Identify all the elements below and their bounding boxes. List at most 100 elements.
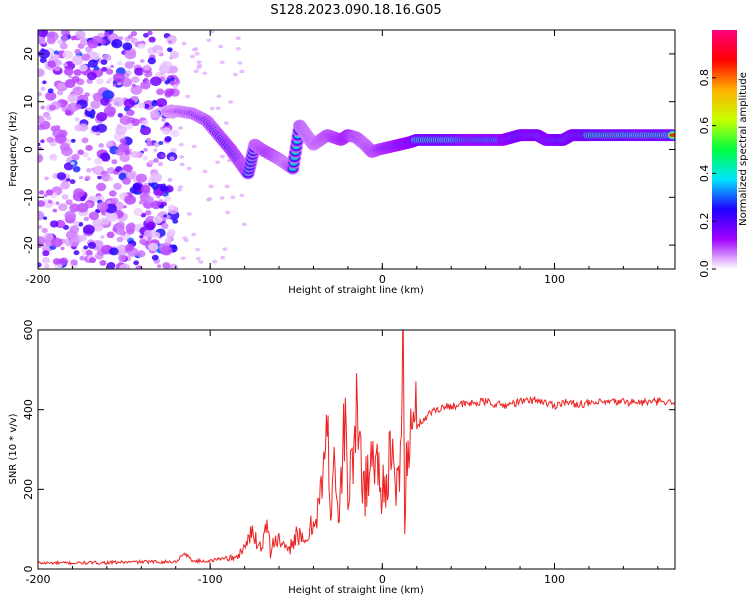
spectrogram-noise-blob [50, 138, 55, 142]
spectrogram-noise-blob [152, 215, 163, 224]
spectrogram-noise-blob [45, 115, 52, 121]
spectrogram-noise-blob [107, 103, 112, 107]
spectrogram-noise-blob [72, 165, 81, 173]
spectrogram-ridge-cell [669, 133, 675, 138]
spectrogram-noise-blob [178, 126, 184, 130]
colorbar: 0.0 0.2 0.4 0.6 0.8 Normalized spectral ampl… [698, 30, 749, 278]
spectrogram-noise-blob [42, 250, 50, 257]
spectrogram-noise-blob [169, 80, 175, 85]
spectrogram-noise-blob [208, 184, 214, 189]
spectrogram-noise-blob [73, 69, 82, 76]
spectrogram-noise-blob [84, 175, 91, 181]
spectrogram-noise [38, 30, 247, 269]
spectrogram-noise-blob [145, 79, 150, 83]
spectrogram-noise-blob [160, 245, 173, 256]
spectrogram-noise-blob [212, 259, 218, 264]
spectrogram-noise-blob [196, 60, 202, 64]
spectrogram-noise-blob [77, 149, 84, 155]
spectrogram-x-axis: -200 -100 0 100 [26, 30, 659, 286]
spectrogram-noise-blob [152, 231, 161, 239]
spectrogram-noise-blob [172, 218, 179, 224]
spectrogram-noise-blob [47, 88, 54, 94]
spectrogram-noise-blob [219, 196, 225, 200]
spectrogram-noise-blob [125, 172, 135, 180]
spectrogram-noise-blob [146, 137, 152, 143]
spectrogram-noise-blob [74, 117, 80, 122]
spectrogram-noise-blob [232, 72, 238, 77]
spectrogram-noise-blob [98, 143, 104, 148]
spectrogram-noise-blob [137, 43, 146, 50]
spectrogram-noise-blob [179, 162, 185, 167]
spectrogram-noise-blob [106, 262, 116, 269]
spectrogram-noise-blob [148, 159, 155, 165]
spectrogram-noise-blob [78, 64, 88, 72]
colorbar-ticks: 0.0 0.2 0.4 0.6 0.8 [698, 69, 716, 278]
spectrogram-noise-blob [156, 98, 168, 108]
spectrogram-noise-blob [51, 237, 63, 248]
spectrogram-noise-blob [162, 127, 171, 135]
spectrogram-noise-blob [76, 202, 89, 213]
spectrogram-noise-blob [71, 153, 80, 161]
spectrogram-noise-blob [147, 57, 156, 65]
spectrogram-noise-blob [96, 112, 108, 122]
spectrogram-noise-blob [88, 211, 100, 221]
spectrogram-noise-blob [202, 169, 208, 174]
spectrogram-noise-blob [143, 32, 149, 38]
spectrogram-noise-blob [89, 114, 95, 119]
spectrogram-noise-blob [41, 227, 48, 234]
spectrogram-noise-blob [58, 203, 68, 212]
spectrogram-noise-blob [143, 103, 150, 109]
spectrogram-ytick-label: 20 [22, 47, 35, 61]
spectrogram-noise-blob [62, 50, 73, 59]
spectrogram-noise-blob [92, 92, 104, 102]
spectrogram-noise-blob [122, 42, 133, 51]
spectrogram-noise-blob [124, 49, 137, 60]
spectrogram-noise-blob [44, 176, 49, 181]
spectrogram-noise-blob [136, 250, 146, 258]
spectrogram-noise-blob [38, 115, 45, 124]
spectrogram-noise-blob [123, 98, 136, 109]
spectrogram-noise-blob [44, 61, 48, 65]
spectrogram-noise-blob [46, 31, 59, 42]
spectrogram-noise-blob [48, 153, 58, 161]
spectrogram-noise-blob [57, 82, 65, 90]
spectrogram-noise-blob [71, 75, 80, 83]
spectrogram-noise-blob [40, 139, 45, 144]
spectrogram-noise-blob [178, 142, 184, 147]
spectrogram-noise-blob [150, 172, 163, 183]
spectrogram-noise-blob [159, 185, 168, 192]
spectrogram-noise-blob [48, 200, 53, 204]
spectrogram-noise-blob [86, 106, 93, 112]
spectrogram-noise-blob [75, 30, 86, 39]
spectrogram-noise-blob [45, 189, 54, 196]
spectrogram-noise-blob [185, 94, 191, 99]
spectrogram-noise-blob [49, 220, 59, 228]
spectrogram-noise-blob [239, 69, 245, 74]
spectrogram-noise-blob [215, 160, 221, 164]
snr-ytick-label: 400 [22, 399, 35, 420]
spectrogram-noise-blob [123, 205, 127, 209]
spectrogram-noise-blob [167, 40, 173, 44]
spectrogram-noise-blob [61, 194, 69, 200]
spectrogram-noise-blob [141, 119, 149, 126]
spectrogram-noise-blob [38, 36, 45, 45]
spectrogram-noise-blob [68, 75, 73, 79]
spectrogram-noise-blob [90, 100, 101, 109]
spectrogram-noise-blob [150, 76, 162, 87]
spectrogram-noise-blob [38, 146, 43, 151]
spectrogram-noise-blob [168, 88, 175, 95]
spectrogram-noise-blob [38, 68, 45, 77]
spectrogram-noise-blob [99, 152, 111, 162]
spectrogram-noise-blob [87, 72, 97, 81]
spectrogram-noise-blob [216, 94, 222, 99]
spectrogram-noise-blob [130, 150, 140, 158]
spectrogram-noise-blob [101, 173, 111, 182]
spectrogram-noise-blob [134, 67, 144, 76]
snr-xtick-label: 100 [544, 573, 565, 586]
spectrogram-noise-blob [117, 113, 124, 118]
spectrogram-noise-blob [82, 224, 95, 235]
spectrogram-noise-blob [49, 104, 56, 111]
spectrogram-noise-blob [218, 44, 224, 49]
spectrogram-noise-blob [73, 188, 85, 198]
